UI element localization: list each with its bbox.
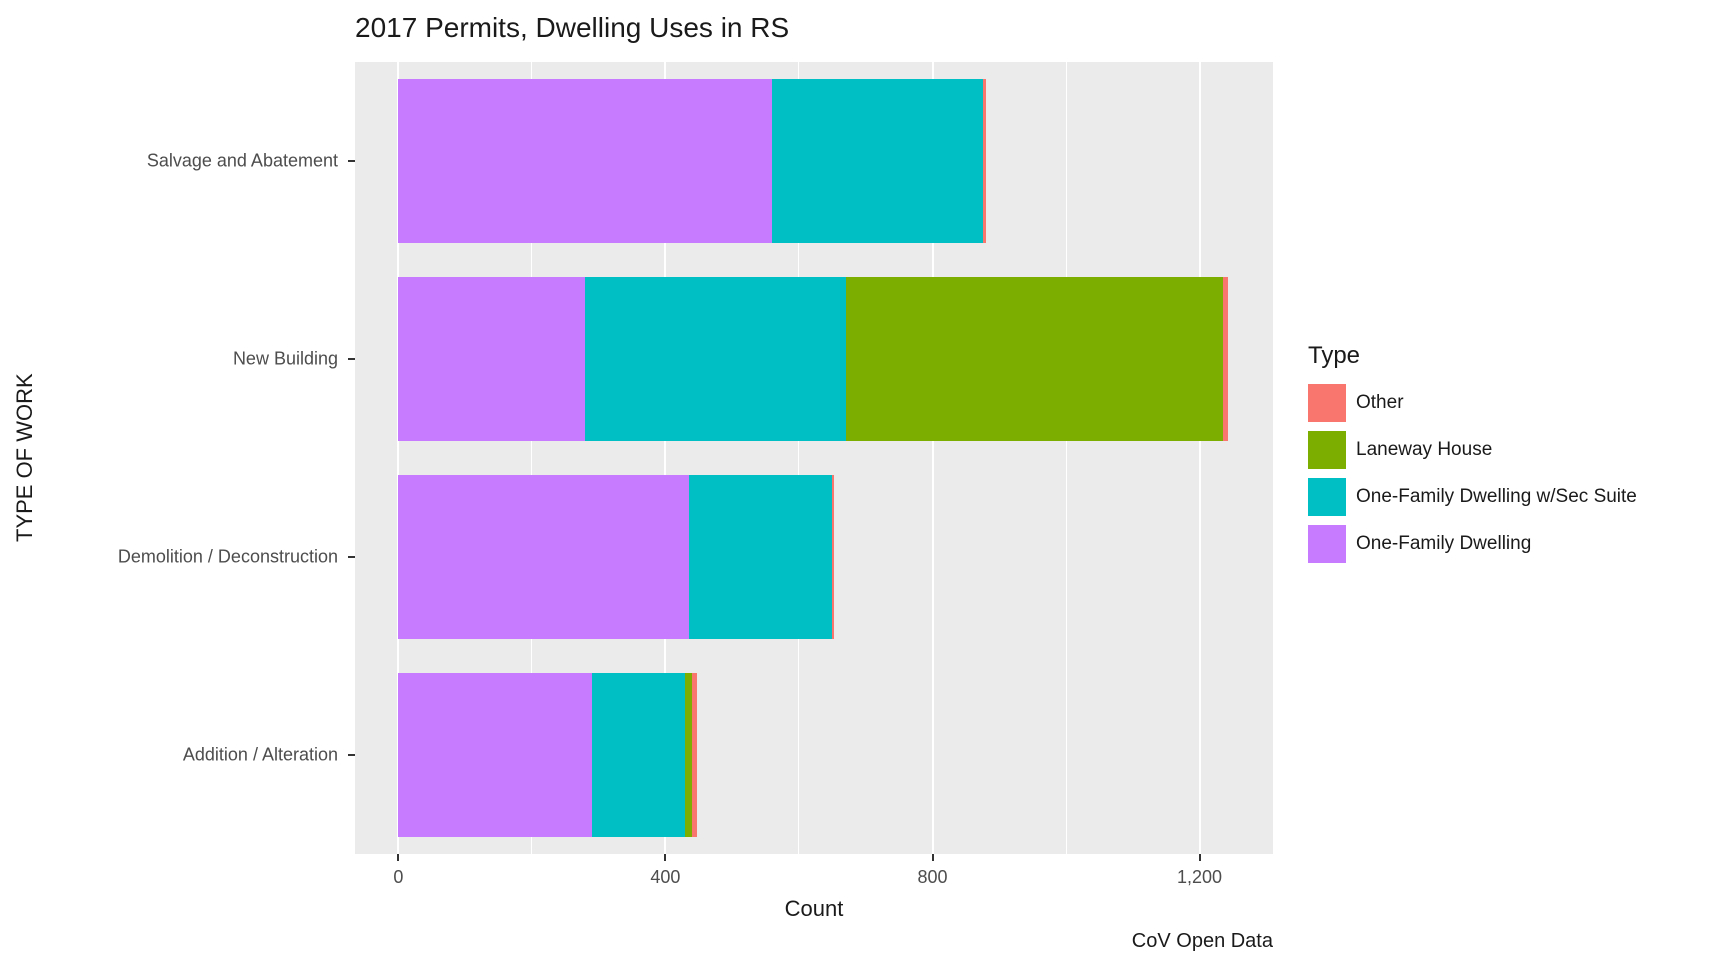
plot-panel [355, 62, 1273, 854]
x-tick-label: 800 [917, 867, 948, 887]
bar-segment [398, 79, 773, 243]
major-gridline [931, 62, 934, 854]
legend-entries: Other Laneway House One-Family Dwelling w/… [1308, 384, 1728, 563]
legend-entry: One-Family Dwelling [1308, 525, 1728, 563]
legend-entry: Laneway House [1308, 431, 1728, 469]
legend-key-swatch [1308, 525, 1346, 563]
x-axis-tick [397, 854, 400, 861]
x-axis-title: Count [784, 896, 844, 921]
caption: CoV Open Data [1131, 930, 1273, 952]
legend-key-swatch [1308, 431, 1346, 469]
bar-segment [398, 277, 586, 441]
y-axis-tick [348, 754, 355, 756]
bar-segment [398, 673, 592, 837]
legend-label: Other [1356, 392, 1404, 413]
legend-label: One-Family Dwelling [1356, 533, 1532, 554]
x-tick-label: 1,200 [1177, 867, 1223, 887]
bar-segment [685, 673, 693, 837]
bar-segment [982, 79, 986, 243]
y-tick-label: Demolition / Deconstruction [117, 546, 338, 567]
bar-segment [845, 277, 1223, 441]
legend-label: One-Family Dwelling w/Sec Suite [1356, 486, 1637, 507]
x-tick-label: 0 [393, 867, 404, 887]
bar-segment [585, 277, 846, 441]
x-axis-tick [664, 854, 667, 861]
bar-segment [832, 475, 835, 639]
legend-key-swatch [1308, 478, 1346, 516]
bar-segment [398, 475, 689, 639]
y-axis-title: TYPE OF WORK [12, 373, 37, 543]
chart-title: 2017 Permits, Dwelling Uses in RS [355, 12, 790, 43]
legend-entry: One-Family Dwelling w/Sec Suite [1308, 478, 1728, 516]
major-gridline [397, 62, 400, 854]
legend-label: Laneway House [1356, 439, 1493, 460]
minor-gridline [798, 62, 800, 854]
bar-segment [692, 673, 698, 837]
y-tick-label: Salvage and Abatement [146, 150, 338, 171]
major-gridline [664, 62, 667, 854]
x-tick-label: 400 [650, 867, 681, 887]
y-tick-label: Addition / Alteration [182, 744, 338, 765]
minor-gridline [531, 62, 533, 854]
legend-key-swatch [1308, 384, 1346, 422]
y-axis-tick [348, 556, 355, 558]
legend-entry: Other [1308, 384, 1728, 422]
bar-segment [688, 475, 833, 639]
y-axis-tick [348, 160, 355, 162]
minor-gridline [1065, 62, 1067, 854]
bar-segment [772, 79, 983, 243]
y-tick-label: New Building [232, 348, 338, 369]
legend-title: Type [1308, 342, 1361, 369]
x-axis-tick [931, 854, 934, 861]
major-gridline [1198, 62, 1201, 854]
y-axis-tick [348, 358, 355, 360]
bar-segment [592, 673, 686, 837]
legend: Type Other Laneway House One-Family Dwelli… [1308, 342, 1728, 572]
x-axis-tick [1198, 854, 1201, 861]
bar-segment [1222, 277, 1229, 441]
